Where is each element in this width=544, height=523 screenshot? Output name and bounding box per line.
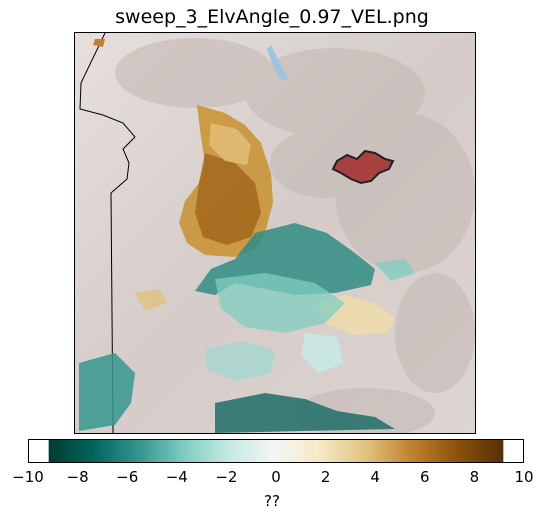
state-border xyxy=(79,33,136,433)
colorbar xyxy=(28,439,524,463)
lake xyxy=(267,45,288,81)
colorbar-tick-label: −4 xyxy=(165,468,188,486)
colorbar-gradient xyxy=(48,440,504,462)
colorbar-tick-label: −10 xyxy=(12,468,44,486)
plot-title: sweep_3_ElvAngle_0.97_VEL.png xyxy=(115,6,429,28)
highlight-region xyxy=(331,149,395,185)
colorbar-tick-label: 6 xyxy=(420,468,430,486)
colorbar-tick-label: 0 xyxy=(271,468,281,486)
colorbar-tick-label: 8 xyxy=(469,468,480,486)
colorbar-ticks: −10 −8 −6 −4 −2 0 2 4 6 8 10 xyxy=(0,468,544,488)
colorbar-label: ?? xyxy=(264,492,280,510)
radar-map xyxy=(74,32,476,434)
radar-map-svg xyxy=(75,33,475,433)
colorbar-tick-label: 4 xyxy=(370,468,380,486)
velocity-negative xyxy=(79,223,415,433)
colorbar-tick-label: −2 xyxy=(215,468,238,486)
colorbar-tick-label: −6 xyxy=(116,468,139,486)
colorbar-tick-label: −8 xyxy=(66,468,89,486)
colorbar-tick-label: 10 xyxy=(514,468,534,486)
colorbar-tick-label: 2 xyxy=(320,468,331,486)
